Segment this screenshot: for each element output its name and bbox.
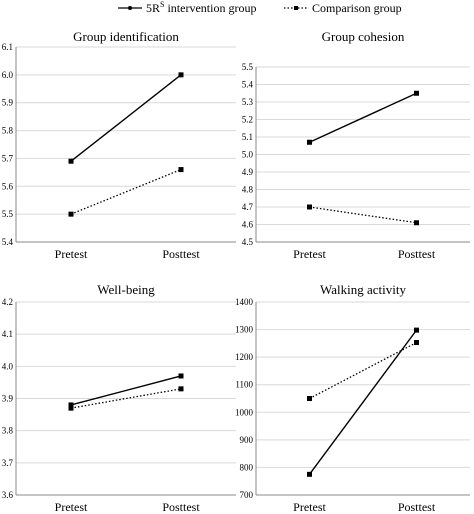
chart-panels: 5.4 5.5 5.6 5.7 5.8 5.9 6.0 6.1 Group identifica… bbox=[2, 29, 470, 514]
y-tick-label: 5.5 bbox=[242, 62, 254, 72]
chart-panel-1: 5.4 5.5 5.6 5.7 5.8 5.9 6.0 6.1 Group identifica… bbox=[2, 29, 236, 261]
series-line-comparison bbox=[309, 341, 417, 400]
chart-panel-3: 3.6 3.7 3.8 3.9 4.0 4.1 4.2 Well-being Pretest Po… bbox=[2, 282, 236, 514]
data-point-intervention bbox=[178, 373, 184, 379]
chart-title: Group cohesion bbox=[322, 29, 405, 44]
y-tick-label: 1300 bbox=[235, 325, 254, 335]
y-tick-label: 1100 bbox=[235, 380, 253, 390]
data-point-intervention bbox=[414, 327, 419, 333]
y-tick-label: 6.1 bbox=[2, 42, 13, 52]
series-line-intervention bbox=[70, 74, 182, 162]
y-tick-label: 5.4 bbox=[2, 237, 14, 247]
data-point-intervention bbox=[307, 139, 312, 145]
x-tick-label: Pretest bbox=[55, 247, 88, 261]
series-line-comparison bbox=[70, 168, 182, 215]
y-tick-label: 4.6 bbox=[242, 220, 254, 230]
series-line-comparison bbox=[70, 388, 182, 409]
series-line-comparison bbox=[309, 206, 417, 224]
data-point-intervention bbox=[178, 72, 184, 78]
x-tick-label: Posttest bbox=[398, 247, 436, 261]
y-tick-label: 4.1 bbox=[2, 329, 13, 339]
y-tick-label: 5.7 bbox=[2, 153, 14, 163]
legend-comparison-label: Comparison group bbox=[312, 1, 402, 15]
data-point-intervention bbox=[68, 158, 74, 164]
data-point-comparison bbox=[68, 405, 74, 411]
y-tick-label: 800 bbox=[240, 462, 254, 472]
y-tick-label: 3.8 bbox=[2, 426, 14, 436]
data-point-comparison bbox=[178, 386, 184, 392]
chart-title: Walking activity bbox=[320, 282, 406, 297]
x-tick-label: Posttest bbox=[162, 500, 200, 514]
y-tick-label: 5.6 bbox=[2, 181, 14, 191]
chart-title: Group identification bbox=[73, 29, 179, 44]
chart-panel-4: 700 800 900 1000 1100 1200 1300 1400 Walking act… bbox=[235, 282, 470, 514]
data-point-intervention bbox=[414, 90, 419, 96]
y-tick-label: 4.2 bbox=[2, 297, 13, 307]
x-tick-label: Pretest bbox=[55, 500, 88, 514]
x-tick-label: Pretest bbox=[293, 247, 326, 261]
y-tick-label: 700 bbox=[240, 490, 254, 500]
y-tick-label: 1200 bbox=[235, 352, 254, 362]
chart-panel-2: 4.5 4.6 4.7 4.8 4.9 5.0 5.1 5.2 5.3 5.4 5.5 Group c… bbox=[242, 29, 470, 261]
data-point-comparison bbox=[307, 204, 312, 210]
data-point-intervention bbox=[68, 402, 74, 408]
x-tick-label: Posttest bbox=[162, 247, 200, 261]
x-tick-label: Pretest bbox=[293, 500, 326, 514]
y-tick-label: 3.9 bbox=[2, 394, 14, 404]
y-tick-label: 900 bbox=[240, 435, 254, 445]
y-tick-label: 6.0 bbox=[2, 70, 14, 80]
data-point-comparison bbox=[414, 340, 419, 346]
y-tick-label: 4.9 bbox=[242, 167, 254, 177]
data-point-comparison bbox=[178, 167, 184, 173]
legend-comparison-marker bbox=[294, 6, 298, 10]
y-tick-label: 5.2 bbox=[242, 115, 253, 125]
data-point-intervention bbox=[307, 471, 312, 477]
y-tick-label: 3.6 bbox=[2, 490, 14, 500]
x-tick-label: Posttest bbox=[398, 500, 436, 514]
y-tick-label: 5.0 bbox=[242, 150, 254, 160]
legend-intervention-label: 5RS intervention group bbox=[146, 0, 256, 15]
series-line-intervention bbox=[70, 375, 182, 406]
chart-title: Well-being bbox=[97, 282, 155, 297]
y-tick-label: 5.3 bbox=[242, 97, 254, 107]
data-point-comparison bbox=[307, 396, 312, 401]
y-tick-label: 4.7 bbox=[242, 202, 254, 212]
y-tick-label: 5.4 bbox=[242, 80, 254, 90]
y-tick-label: 5.9 bbox=[2, 98, 14, 108]
y-tick-label: 4.5 bbox=[242, 237, 254, 247]
series-line-intervention bbox=[308, 329, 418, 475]
y-tick-label: 4.0 bbox=[2, 361, 14, 371]
y-tick-label: 4.8 bbox=[242, 185, 254, 195]
data-point-comparison bbox=[68, 211, 74, 217]
y-tick-label: 1400 bbox=[235, 297, 254, 307]
y-tick-label: 1000 bbox=[235, 407, 254, 417]
legend-intervention-marker bbox=[128, 6, 132, 10]
y-tick-label: 5.5 bbox=[2, 209, 14, 219]
y-tick-label: 5.8 bbox=[2, 126, 14, 136]
data-point-comparison bbox=[414, 220, 419, 226]
y-tick-label: 5.1 bbox=[242, 132, 253, 142]
y-tick-label: 3.7 bbox=[2, 458, 14, 468]
legend: 5RS intervention group Comparison group bbox=[118, 0, 402, 15]
series-line-intervention bbox=[309, 92, 417, 143]
